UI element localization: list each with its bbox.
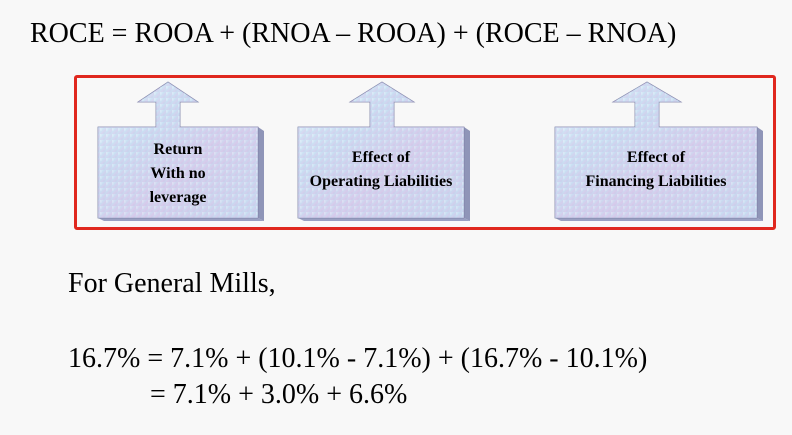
label-financing-liabilities: Effect of Financing Liabilities	[585, 149, 727, 190]
arrow-return-no-leverage	[97, 81, 264, 221]
example-calculation-line-1: 16.7% = 7.1% + (10.1% - 7.1%) + (16.7% -…	[68, 343, 648, 374]
arrow-financing-liabilities	[554, 81, 763, 221]
example-calculation-line-2: = 7.1% + 3.0% + 6.6%	[150, 379, 408, 410]
roce-decomposition-equation: ROCE = ROOA + (RNOA – ROOA) + (ROCE – RN…	[30, 18, 677, 49]
arrow-operating-liabilities	[297, 81, 470, 221]
example-intro: For General Mills,	[68, 268, 276, 299]
label-return-no-leverage: Return With no leverage	[149, 141, 207, 206]
components-frame	[74, 75, 776, 230]
label-operating-liabilities: Effect of Operating Liabilities	[309, 149, 453, 190]
